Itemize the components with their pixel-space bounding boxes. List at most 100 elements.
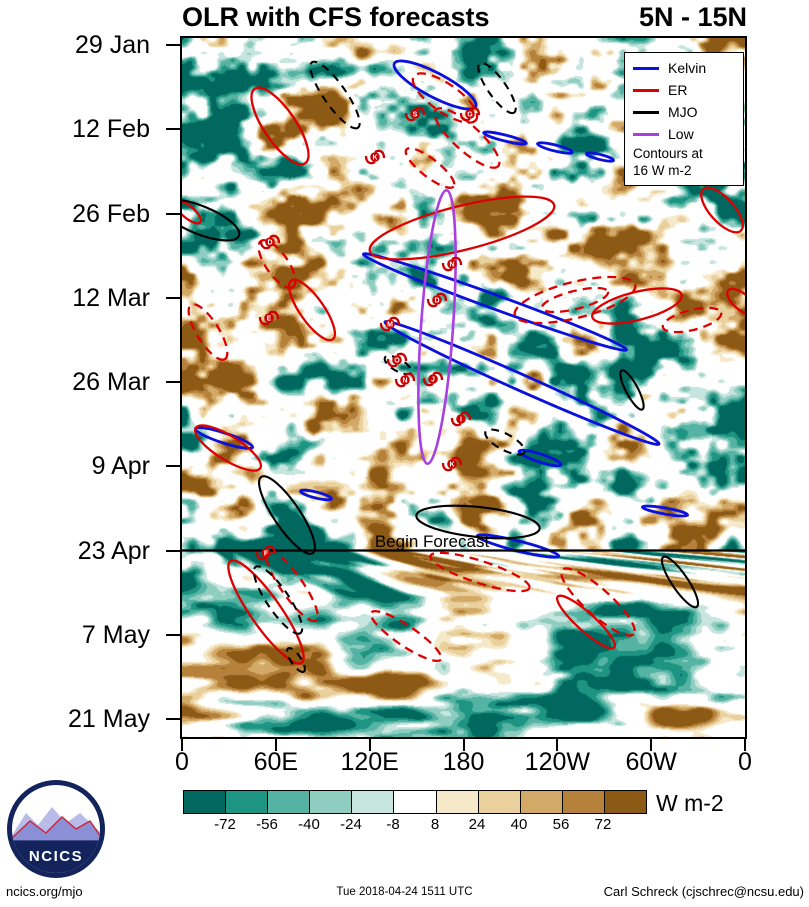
kelvin-wave-contour (392, 59, 478, 111)
cyclone-arm (436, 292, 448, 302)
er-wave-contour (257, 239, 297, 289)
cyclone-arm (432, 371, 444, 381)
cyclone-arm (374, 149, 386, 159)
er-wave-contour (368, 195, 556, 261)
er-wave-contour (182, 199, 202, 225)
colorbar-cell (268, 791, 311, 813)
y-axis-tick (166, 633, 180, 636)
legend-entry-er: ER (625, 79, 743, 101)
cyclone-arm (259, 240, 271, 250)
legend-entry-mjo: MJO (625, 101, 743, 123)
colorbar-cell (226, 791, 269, 813)
cyclone-center (385, 319, 395, 329)
cyclone-center (392, 355, 402, 365)
cyclone-arm (469, 106, 481, 116)
colorbar-tick-label: 8 (430, 816, 440, 833)
y-axis-label: 29 Jan (74, 31, 150, 59)
cyclone-arm (396, 352, 408, 362)
cyclone-center (370, 152, 380, 162)
begin-forecast-label: Begin Forecast (374, 532, 490, 551)
mjo-wave-contour (477, 61, 517, 115)
cyclone-letter: K (372, 155, 377, 162)
logo-ridge-line (12, 816, 100, 840)
colorbar-tick-label: -24 (340, 816, 362, 833)
er-wave-contour (555, 594, 617, 650)
er-wave-contour (194, 424, 262, 472)
x-axis-label: 60E (253, 748, 299, 776)
x-axis-tick (368, 739, 371, 751)
y-axis-tick (166, 381, 180, 383)
tropical-cyclone-symbol: G (459, 106, 481, 122)
er-wave-contour (726, 287, 745, 317)
mjo-wave-contour (286, 647, 306, 673)
kelvin-wave-contour (362, 252, 628, 352)
cyclone-arm (451, 456, 463, 466)
er-wave-contour (433, 107, 501, 169)
kelvin-wave-contour (383, 320, 661, 446)
tropical-cyclone-symbol: F (255, 545, 277, 561)
cyclone-letter: S (413, 112, 418, 119)
cyclone-arm (404, 372, 416, 382)
cyclone-arm (426, 298, 438, 308)
cyclone-letter: N (402, 378, 407, 385)
colorbar-tick-label: 40 (510, 816, 528, 833)
er-wave-contour (287, 278, 337, 342)
tropical-cyclone-symbol: J (422, 371, 444, 387)
colorbar-cell (604, 791, 647, 813)
cyclone-center (265, 237, 275, 247)
cyclone-letter: I (460, 417, 462, 424)
cyclone-letter: D (267, 240, 272, 247)
cyclone-arm (364, 155, 376, 165)
y-axis-tick (166, 212, 180, 215)
legend-entries: Kelvin ER MJO Low (625, 57, 743, 145)
legend-label: Low (668, 126, 694, 142)
footer-timestamp: Tue 2018-04-24 1511 UTC (336, 886, 473, 898)
legend-label: MJO (668, 104, 698, 120)
y-axis-label: 12 Mar (72, 283, 150, 312)
cyclone-center (410, 109, 420, 119)
cyclone-center (456, 414, 466, 424)
colorbar-cell (562, 791, 605, 813)
cyclone-center (400, 375, 410, 385)
y-axis-label: 23 Apr (77, 536, 150, 565)
colorbar-tick-label: -56 (256, 816, 278, 833)
tropical-cyclone-symbol: N (394, 372, 416, 388)
er-wave-contour (250, 86, 310, 166)
cyclone-letter: G (467, 112, 473, 119)
er-wave-contour (429, 551, 531, 593)
x-axis-label: 120W (524, 748, 590, 776)
tropical-cyclone-symbol: O (386, 352, 408, 368)
er-wave-contour (591, 287, 683, 325)
tropical-cyclone-symbol: D (259, 234, 281, 250)
footer-url: ncics.org/mjo (6, 884, 83, 899)
cyclone-center (447, 259, 457, 269)
colorbar-tick-label: 72 (594, 816, 612, 833)
colorbar-cell (184, 791, 227, 813)
er-wave-contour (661, 306, 723, 334)
cyclone-center (261, 548, 271, 558)
ncics-logo: NCICS (7, 780, 105, 878)
colorbar-tick-label: 24 (468, 816, 486, 833)
y-axis-label: 7 May (81, 620, 150, 649)
contour-overlay: S G K D N D E M O N J I K F (182, 59, 745, 673)
tropical-cyclone-symbol: M (379, 316, 401, 332)
footer-credit: Carl Schreck (cjschrec@ncsu.edu) (603, 884, 804, 899)
cyclone-letter: N (449, 262, 454, 269)
colorbar-tick-label: -72 (214, 816, 236, 833)
kelvin-wave-contour (585, 151, 615, 163)
x-axis-label: 0 (738, 748, 752, 776)
cyclone-center (447, 459, 457, 469)
cyclone-center (465, 109, 475, 119)
cyclone-letter: F (264, 551, 269, 558)
y-axis-tick (166, 549, 180, 552)
y-axis-tick (166, 128, 180, 131)
tropical-cyclone-symbol: K (364, 149, 386, 165)
mjo-wave-contour (484, 428, 526, 456)
er-wave-contour (404, 147, 456, 189)
colorbar-tick-label: -40 (298, 816, 320, 833)
y-axis-label: 21 May (68, 705, 150, 733)
cyclone-arm (269, 234, 281, 244)
kelvin-wave-contour (482, 130, 528, 146)
cyclone-arm (460, 411, 472, 421)
